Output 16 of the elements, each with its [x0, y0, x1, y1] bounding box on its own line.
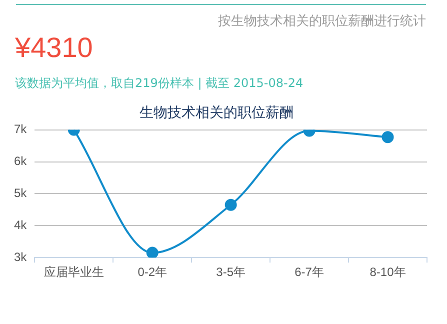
y-tick-label: 7k — [14, 122, 28, 136]
x-tick-label: 0-2年 — [138, 265, 168, 280]
chart-title: 生物技术相关的职位薪酬 — [140, 105, 294, 122]
text: 该数据为平均值，取自219份样本 | 截至 2015-08-24 — [15, 75, 304, 92]
text: ¥4310 — [15, 32, 93, 64]
x-tick-label: 8-10年 — [370, 265, 406, 280]
x-tick-label: 应届毕业生 — [44, 265, 104, 280]
y-tick-label: 3k — [14, 250, 28, 264]
x-tick-label: 3-5年 — [216, 265, 246, 280]
point — [146, 246, 158, 258]
point — [224, 198, 237, 211]
y-tick-label: 4k — [14, 218, 28, 232]
x-tick-label: 6-7年 — [294, 265, 324, 280]
y-tick-label: 6k — [14, 154, 28, 168]
y-tick-label: 5k — [14, 186, 28, 200]
text: 按生物技术相关的职位薪酬进行统计 — [218, 13, 426, 30]
